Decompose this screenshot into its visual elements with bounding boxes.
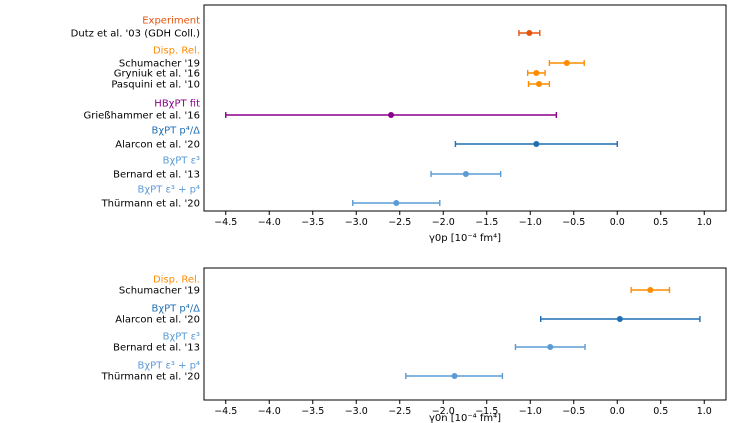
group-header: Experiment <box>142 16 200 27</box>
data-point <box>388 112 395 118</box>
data-point <box>616 316 623 322</box>
entry-label: Thürmann et al. '20 <box>101 372 200 383</box>
labels-bottom: Disp. Rel.Schumacher '19 BχPT p⁴/ΔAlarcon… <box>101 275 201 383</box>
panel-gamma0n: −4.5 −4.0 −3.5 −3.0 −2.5 −2.0 −1.5 −1.0 −0.5 0.0 0… <box>101 267 727 423</box>
group-header: BχPT ε³ <box>163 156 200 167</box>
x-tick-label: −2.0 <box>432 406 455 417</box>
entry-label: Dutz et al. '03 (GDH Coll.) <box>71 29 200 40</box>
entry-label: Thürmann et al. '20 <box>101 199 200 210</box>
x-tick-label: −4.0 <box>258 217 281 228</box>
entry-label: Bernard et al. '13 <box>113 170 200 181</box>
x-axis-bottom: −4.5 −4.0 −3.5 −3.0 −2.5 −2.0 −1.5 −1.0 −0.5 0.0 0… <box>214 400 712 417</box>
group-header: BχPT p⁴/Δ <box>151 126 200 137</box>
x-tick-label: −2.5 <box>388 217 411 228</box>
group-header: BχPT p⁴/Δ <box>151 304 200 315</box>
data-point <box>533 141 540 147</box>
entry-label: Gryniuk et al. '16 <box>114 69 200 80</box>
entry-label: Schumacher '19 <box>119 286 200 297</box>
panel-gamma0p: −4.5 −4.0 −3.5 −3.0 −2.5 −2.0 −1.5 −1.0 −0.5 0.0 0… <box>71 4 727 244</box>
x-tick-label: −1.0 <box>519 217 542 228</box>
entry-label: Grießhammer et al. '16 <box>84 111 200 122</box>
x-tick-label: −4.0 <box>258 406 281 417</box>
entry-label: Bernard et al. '13 <box>113 343 200 354</box>
x-tick-label: −4.5 <box>214 217 237 228</box>
data-marks-top <box>225 30 618 206</box>
group-header: Disp. Rel. <box>153 275 200 286</box>
x-tick-label: 0.0 <box>610 217 625 228</box>
entry-label: Alarcon et al. '20 <box>115 315 200 326</box>
x-tick-label: −1.5 <box>475 406 498 417</box>
data-point <box>547 344 554 350</box>
group-header: BχPT ε³ + p⁴ <box>138 185 200 196</box>
x-tick-label: −1.5 <box>475 217 498 228</box>
data-point <box>533 70 540 76</box>
group-header: HBχPT fit <box>154 99 200 110</box>
entry-label: Pasquini et al. '10 <box>111 80 200 91</box>
x-axis-title-bottom: γ0n [10⁻⁴ fm⁴] <box>429 413 501 423</box>
data-marks-bottom <box>405 287 701 379</box>
data-point <box>462 171 469 177</box>
x-tick-label: −3.0 <box>345 217 368 228</box>
x-tick-label: −0.5 <box>562 406 585 417</box>
group-header: Disp. Rel. <box>153 46 200 57</box>
x-tick-label: 0.5 <box>653 406 668 417</box>
data-point <box>647 287 654 293</box>
data-point <box>563 60 570 66</box>
x-tick-label: −4.5 <box>214 406 237 417</box>
group-header: BχPT ε³ + p⁴ <box>138 361 200 372</box>
plot-frame-top <box>203 4 727 212</box>
x-axis-title-top: γ0p [10⁻⁴ fm⁴] <box>429 233 501 244</box>
data-point <box>393 200 400 206</box>
entry-label: Alarcon et al. '20 <box>115 140 200 151</box>
plot-frame-bottom <box>203 267 727 401</box>
data-point <box>451 373 458 379</box>
x-tick-label: 0.5 <box>653 217 668 228</box>
entry-label: Schumacher '19 <box>119 59 200 70</box>
labels-top: Experiment Dutz et al. '03 (GDH Coll.) Dis… <box>71 16 200 210</box>
x-tick-label: 1.0 <box>697 406 712 417</box>
x-tick-label: 0.0 <box>610 406 625 417</box>
x-tick-label: −3.5 <box>301 217 324 228</box>
x-tick-label: −3.0 <box>345 406 368 417</box>
x-tick-label: −2.0 <box>432 217 455 228</box>
group-header: BχPT ε³ <box>163 332 200 343</box>
x-tick-label: −1.0 <box>519 406 542 417</box>
x-tick-label: −2.5 <box>388 406 411 417</box>
data-point <box>526 30 533 36</box>
x-tick-label: 1.0 <box>697 217 712 228</box>
x-axis-top: −4.5 −4.0 −3.5 −3.0 −2.5 −2.0 −1.5 −1.0 −0.5 0.0 0… <box>214 211 712 228</box>
x-tick-label: −0.5 <box>562 217 585 228</box>
data-point <box>535 81 542 87</box>
x-tick-label: −3.5 <box>301 406 324 417</box>
